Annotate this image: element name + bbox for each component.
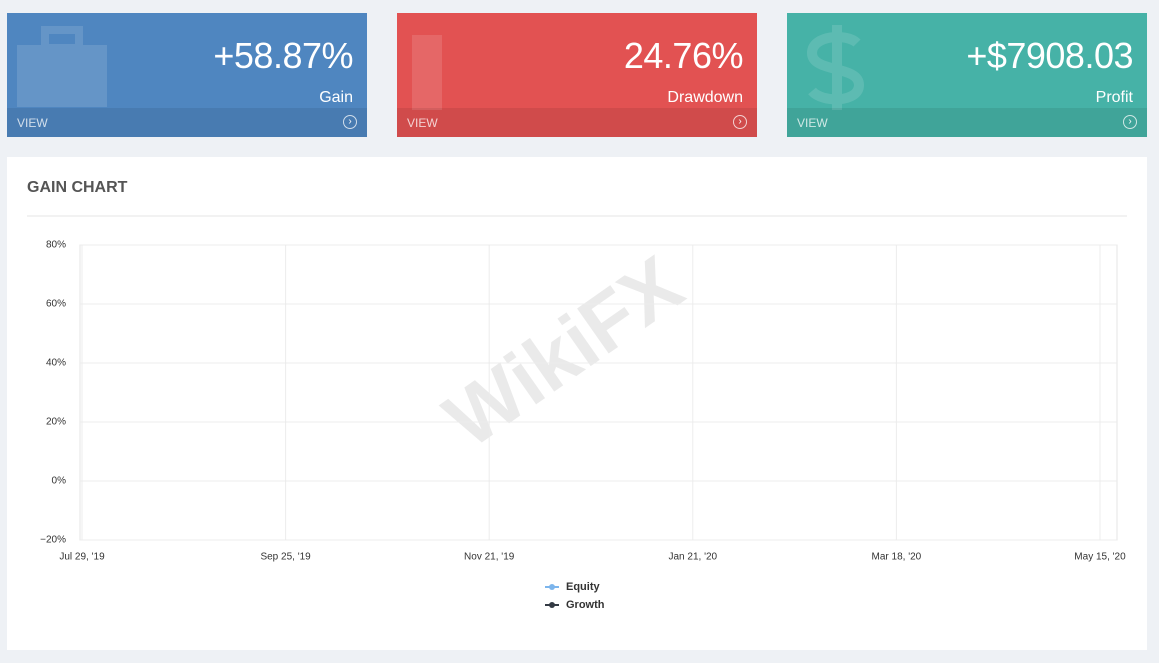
legend-label: Equity [566, 581, 600, 593]
chart-panel: GAIN CHART WikiFX −20% 0% 20% 40% 60% 80% Jul … [7, 157, 1147, 650]
dollar-icon [806, 25, 865, 110]
arrow-icon[interactable]: › [733, 115, 747, 129]
arrow-icon[interactable]: › [1123, 115, 1137, 129]
chart: GAIN CHART WikiFX −20% 0% 20% 40% 60% 80% Jul … [27, 179, 1127, 611]
view-link[interactable]: VIEW [17, 116, 48, 130]
gain-card[interactable]: +58.87% Gain VIEW › [7, 13, 367, 137]
legend-marker [549, 584, 555, 590]
drawdown-card[interactable]: 24.76% Drawdown VIEW › [397, 13, 757, 137]
x-tick-label: Jan 21, '20 [668, 552, 717, 563]
y-tick-label: 0% [52, 476, 67, 487]
y-tick-label: 60% [46, 299, 66, 310]
card-label: Gain [319, 89, 353, 106]
y-tick-label: 40% [46, 358, 66, 369]
chart-icon [412, 35, 442, 110]
legend-marker [549, 602, 555, 608]
card-footer: VIEW › [787, 108, 1147, 137]
card-footer: VIEW › [397, 108, 757, 137]
legend-label: Growth [566, 599, 605, 611]
card-value: +$7908.03 [966, 35, 1133, 76]
x-tick-label: Jul 29, '19 [59, 552, 105, 563]
x-tick-label: Sep 25, '19 [260, 552, 311, 563]
profit-card[interactable]: +$7908.03 Profit VIEW › [787, 13, 1147, 137]
card-value: +58.87% [213, 35, 353, 76]
x-tick-label: May 15, '20 [1074, 552, 1126, 563]
briefcase-icon [17, 26, 107, 107]
x-tick-label: Mar 18, '20 [872, 552, 922, 563]
card-value: 24.76% [623, 35, 744, 76]
y-tick-label: 80% [46, 240, 66, 251]
chart-title: GAIN CHART [27, 179, 128, 196]
arrow-icon[interactable]: › [343, 115, 357, 129]
card-footer: VIEW › [7, 108, 367, 137]
watermark: WikiFX [429, 239, 698, 464]
card-label: Drawdown [667, 89, 743, 106]
view-link[interactable]: VIEW [797, 116, 828, 130]
x-tick-label: Nov 21, '19 [464, 552, 515, 563]
view-link[interactable]: VIEW [407, 116, 438, 130]
y-tick-label: 20% [46, 417, 66, 428]
card-label: Profit [1095, 89, 1133, 106]
y-tick-label: −20% [40, 535, 66, 546]
